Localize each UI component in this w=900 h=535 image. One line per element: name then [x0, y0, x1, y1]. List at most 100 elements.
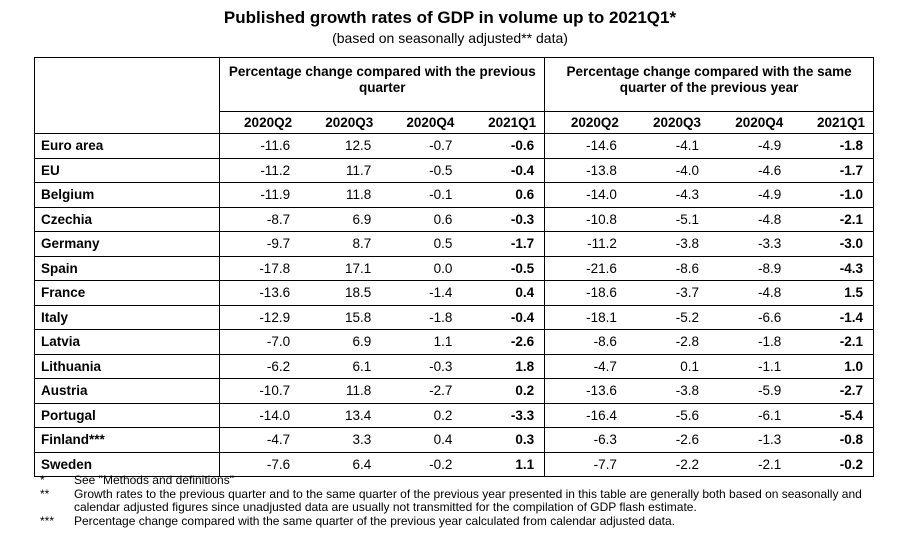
table-cell: -1.4 [791, 305, 874, 330]
table-cell: -8.9 [709, 256, 792, 281]
table-cell: -8.7 [219, 207, 301, 232]
table-cell: -4.9 [709, 133, 792, 159]
table-subtitle: (based on seasonally adjusted** data) [332, 30, 568, 46]
footnote-symbol: *** [40, 513, 55, 528]
col-header: 2020Q3 [626, 111, 710, 134]
table-cell: -2.1 [791, 207, 874, 232]
table-row: Spain -17.8 17.1 0.0 -0.5 -21.6 -8.6 -8.9 -4.3 [34, 256, 874, 281]
table-cell: -7.6 [219, 452, 301, 477]
col-header: 2020Q3 [300, 111, 382, 134]
table-cell: -14.6 [544, 133, 627, 159]
table-cell: 11.8 [300, 182, 382, 208]
table-cell: -0.4 [462, 305, 545, 330]
table-row: France -13.6 18.5 -1.4 0.4 -18.6 -3.7 -4.8 1.5 [34, 280, 874, 306]
table-cell: -6.6 [709, 305, 792, 330]
table-cell: 0.4 [381, 427, 463, 453]
table-cell: -12.9 [219, 305, 301, 330]
table-cell: 0.2 [462, 378, 545, 404]
row-country: Spain [34, 256, 221, 281]
table-cell: -10.8 [544, 207, 627, 232]
table-cell: -5.4 [791, 403, 874, 428]
table-cell: -2.2 [626, 452, 710, 477]
row-country: Belgium [34, 182, 221, 208]
table-cell: -1.7 [791, 158, 874, 183]
footnote-symbol: ** [40, 486, 50, 501]
footnote: ** Growth rates to the previous quarter … [40, 486, 890, 515]
table-cell: -0.5 [462, 256, 545, 281]
table-cell: -13.8 [544, 158, 627, 183]
footnote-symbol: * [40, 473, 45, 487]
table-row: Latvia -7.0 6.9 1.1 -2.6 -8.6 -2.8 -1.8 -2.1 [34, 329, 874, 355]
table-cell: 0.1 [626, 354, 710, 379]
footnote: * See "Methods and definitions" [40, 473, 890, 488]
table-cell: -6.2 [219, 354, 301, 379]
table-cell: -2.8 [626, 329, 710, 355]
row-country: Finland*** [34, 427, 221, 453]
table-cell: -18.6 [544, 280, 627, 306]
table-row: Italy -12.9 15.8 -1.8 -0.4 -18.1 -5.2 -6.6 -1.4 [34, 305, 874, 330]
table-cell: 0.4 [462, 280, 545, 306]
table-cell: 11.7 [300, 158, 382, 183]
corner-cell [34, 57, 221, 112]
table-cell: -1.1 [709, 354, 792, 379]
table-cell: -4.6 [709, 158, 792, 183]
table-cell: -4.0 [626, 158, 710, 183]
table-cell: 0.6 [462, 182, 545, 208]
table-row: EU -11.2 11.7 -0.5 -0.4 -13.8 -4.0 -4.6 -1.7 [34, 158, 874, 183]
table-cell: 15.8 [300, 305, 382, 330]
table-cell: -3.8 [626, 378, 710, 404]
table-cell: -0.3 [462, 207, 545, 232]
table-cell: -11.2 [219, 158, 301, 183]
col-header: 2020Q4 [381, 111, 463, 134]
table-cell: -4.8 [709, 280, 792, 306]
table-cell: -8.6 [544, 329, 627, 355]
table-cell: -1.8 [381, 305, 463, 330]
col-header: 2020Q2 [544, 111, 627, 134]
row-country: Italy [34, 305, 221, 330]
row-country: Euro area [34, 133, 221, 159]
table-cell: -5.2 [626, 305, 710, 330]
table-cell: 12.5 [300, 133, 382, 159]
table-cell: -18.1 [544, 305, 627, 330]
table-cell: 17.1 [300, 256, 382, 281]
table-cell: -3.0 [791, 231, 874, 257]
footnotes: * See "Methods and definitions" ** Growt… [40, 473, 890, 528]
table-cell: -9.7 [219, 231, 301, 257]
table-cell: -1.3 [709, 427, 792, 453]
table-cell: -0.5 [381, 158, 463, 183]
table-cell: 1.1 [462, 452, 545, 477]
gdp-table: Percentage change compared with the prev… [34, 57, 874, 477]
table-row: Czechia -8.7 6.9 0.6 -0.3 -10.8 -5.1 -4.8 -2.1 [34, 207, 874, 232]
table-cell: -2.6 [626, 427, 710, 453]
table-cell: -4.3 [626, 182, 710, 208]
group-header-prev-quarter: Percentage change compared with the prev… [228, 64, 536, 95]
table-row: Sweden -7.6 6.4 -0.2 1.1 -7.7 -2.2 -2.1 -0.2 [34, 452, 874, 477]
table-cell: -7.0 [219, 329, 301, 355]
col-header: 2020Q4 [709, 111, 792, 134]
table-cell: -13.6 [544, 378, 627, 404]
table-cell: -10.7 [219, 378, 301, 404]
table-cell: -16.4 [544, 403, 627, 428]
table-cell: -4.7 [219, 427, 301, 453]
footnote-text: Growth rates to the previous quarter and… [74, 486, 862, 514]
table-cell: 18.5 [300, 280, 382, 306]
row-country: Lithuania [34, 354, 221, 379]
table-cell: -6.3 [544, 427, 627, 453]
table-cell: -5.1 [626, 207, 710, 232]
table-cell: -3.7 [626, 280, 710, 306]
table-cell: -11.6 [219, 133, 301, 159]
table-cell: -11.9 [219, 182, 301, 208]
table-title: Published growth rates of GDP in volume … [223, 8, 677, 27]
table-cell: -11.2 [544, 231, 627, 257]
row-country: Sweden [34, 452, 221, 477]
table-cell: 1.0 [791, 354, 874, 379]
table-row: Euro area -11.6 12.5 -0.7 -0.6 -14.6 -4.1 -4.9-… [34, 133, 874, 159]
table-row: Lithuania -6.2 6.1 -0.3 1.8 -4.7 0.1 -1.1 1.0 [34, 354, 874, 379]
footnote-text: See "Methods and definitions" [74, 473, 234, 487]
col-header: 2021Q1 [791, 111, 874, 134]
table-cell: 1.5 [791, 280, 874, 306]
table-cell: -1.0 [791, 182, 874, 208]
table-cell: -0.8 [791, 427, 874, 453]
table-cell: -2.1 [791, 329, 874, 355]
table-cell: 1.1 [381, 329, 463, 355]
